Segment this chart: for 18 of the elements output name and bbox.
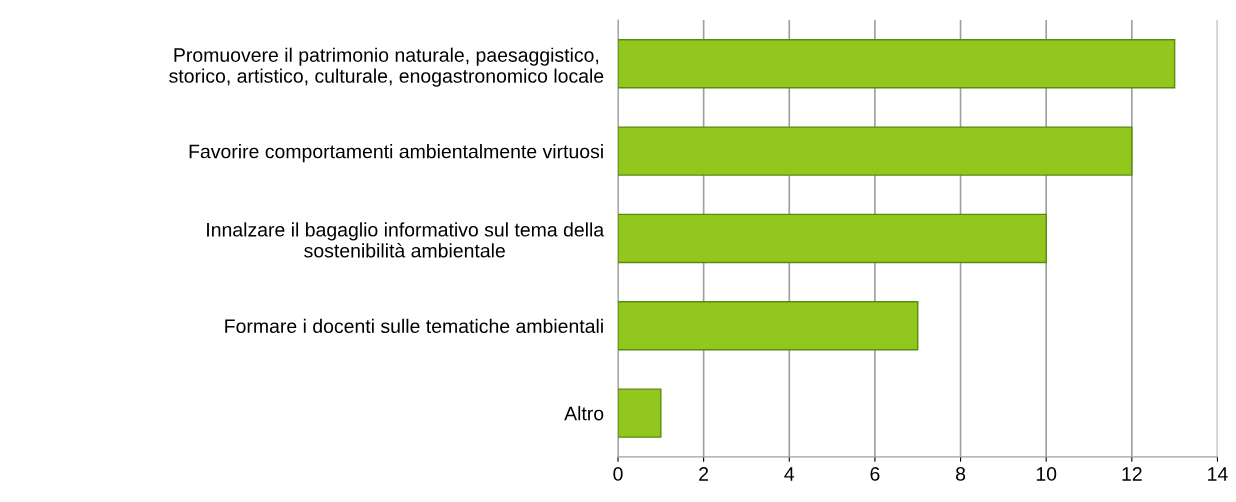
y-tick-label: Promuovere il patrimonio naturale, paesaggistico, storico, artistico, culturale, enogastronomico locale [169, 47, 604, 87]
bar [618, 126, 1133, 176]
y-tick-label: Innalzare il bagaglio informativo sul tema della sostenibilità ambientale [207, 222, 605, 258]
x-tick-label: 2 [699, 467, 709, 481]
x-tick-label: 0 [613, 467, 623, 481]
bar [618, 39, 1176, 89]
x-tick-label: 6 [870, 467, 880, 481]
x-tick-label: 4 [784, 467, 795, 481]
y-tick-label: Favorire comportamenti ambientalmente virtuosi [189, 144, 603, 163]
x-tick-label: 12 [1122, 467, 1142, 481]
x-tick-label: 14 [1208, 467, 1228, 481]
x-tick-label: 10 [1036, 467, 1057, 481]
bar [618, 301, 919, 351]
bar [618, 213, 1047, 264]
y-tick-label: Formare i docenti sulle tematiche ambientali [225, 318, 603, 334]
y-tick-label: Altro [564, 406, 604, 421]
x-tick-label: 8 [955, 467, 966, 481]
bar [618, 388, 662, 438]
